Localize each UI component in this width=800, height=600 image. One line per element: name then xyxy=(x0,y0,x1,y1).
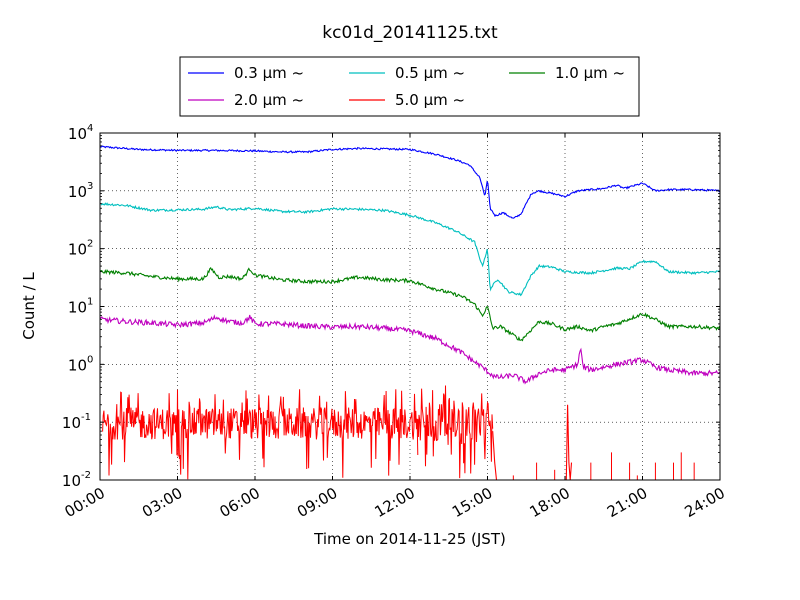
series-2-line xyxy=(100,202,720,297)
y-tick-label: 10 xyxy=(62,414,81,432)
series-4-line xyxy=(100,314,720,385)
series-5-line xyxy=(102,389,419,480)
legend-box xyxy=(179,56,640,117)
y-tick-label: 10 xyxy=(68,241,87,259)
y-tick-exponent: 2 xyxy=(87,239,93,250)
series-1-line xyxy=(100,145,720,219)
chart-title: kc01d_20141125.txt xyxy=(322,23,498,43)
y-tick-label: 10 xyxy=(68,299,87,317)
series-5-line xyxy=(492,431,498,480)
x-axis-label: Time on 2014-11-25 (JST) xyxy=(313,530,506,548)
series-5-line xyxy=(417,385,494,479)
y-tick-label: 10 xyxy=(68,183,87,201)
legend-label: 0.5 μm ~ xyxy=(395,64,465,82)
series-5-line xyxy=(565,404,573,480)
y-tick-exponent: 3 xyxy=(87,181,93,192)
y-tick-exponent: 4 xyxy=(87,123,93,134)
series-3-line xyxy=(100,266,720,342)
y-tick-exponent: 1 xyxy=(87,297,93,308)
series-lines xyxy=(100,145,720,480)
y-axis-label: Count / L xyxy=(20,272,38,340)
legend-label: 1.0 μm ~ xyxy=(555,64,625,82)
y-tick-label: 10 xyxy=(62,472,81,490)
y-tick-exponent: -1 xyxy=(81,412,91,423)
legend: 0.3 μm ~ 0.5 μm ~ 1.0 μm ~ 2.0 μm ~ 5.0 μm ~ xyxy=(179,56,640,117)
legend-label: 2.0 μm ~ xyxy=(234,91,304,109)
y-tick-label: 10 xyxy=(68,125,87,143)
y-tick-exponent: -2 xyxy=(81,470,91,481)
y-tick-label: 10 xyxy=(68,356,87,374)
legend-label: 5.0 μm ~ xyxy=(395,91,465,109)
legend-label: 0.3 μm ~ xyxy=(234,64,304,82)
y-tick-exponent: 0 xyxy=(87,354,93,365)
